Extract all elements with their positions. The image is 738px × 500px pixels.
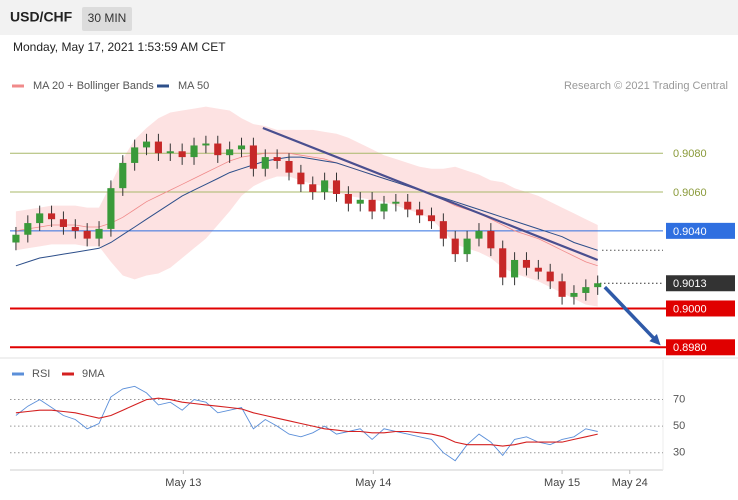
interval-badge[interactable]: [82, 7, 132, 31]
candle-body: [451, 238, 459, 255]
rsi-line: [15, 385, 598, 462]
candle-body: [297, 172, 305, 185]
candle-body: [261, 157, 269, 169]
legend-label: RSI: [32, 368, 50, 380]
candle-body: [439, 221, 447, 239]
level-label: 0.9080: [673, 148, 707, 160]
level-label-box: [666, 222, 735, 239]
y-tick-label: 30: [673, 447, 685, 459]
candle-body: [344, 193, 352, 204]
candle-body: [546, 271, 554, 282]
candle-body: [214, 143, 222, 156]
candle-body: [285, 160, 293, 173]
candle-body: [71, 226, 79, 231]
y-tick-label: 50: [673, 420, 685, 432]
candle-body: [24, 223, 32, 235]
candle-body: [107, 188, 115, 229]
ma-line: [15, 156, 598, 267]
level-label-box: [666, 300, 735, 317]
candle-body: [190, 145, 198, 158]
candle-body: [249, 145, 257, 169]
legend-label: MA 50: [178, 80, 209, 92]
candle-body: [463, 238, 471, 255]
x-tick-label: May 15: [544, 477, 580, 489]
candle-body: [12, 234, 20, 243]
candle-body: [83, 230, 91, 239]
candle-body: [47, 213, 56, 220]
legend-label: 9MA: [82, 368, 105, 380]
candle-body: [309, 184, 317, 193]
candle-body: [558, 281, 566, 297]
candle-body: [404, 201, 412, 210]
candle-body: [237, 145, 246, 150]
x-tick-label: May 24: [612, 477, 648, 489]
symbol: USD/CHF: [10, 9, 73, 25]
candle-body: [487, 230, 495, 249]
candle-body: [166, 151, 174, 154]
level-label: 0.9040: [673, 226, 707, 238]
candle-body: [475, 230, 483, 239]
level-label-box: [666, 275, 735, 292]
x-tick-label: May 14: [355, 477, 391, 489]
candle-body: [368, 199, 376, 212]
level-label: 0.9013: [673, 278, 707, 290]
legend-label: MA 20 + Bollinger Bands: [33, 80, 154, 92]
candle-body: [131, 147, 139, 163]
candle-body: [119, 162, 127, 189]
candle-body: [427, 215, 436, 222]
candle-body: [95, 228, 103, 239]
candle-body: [356, 199, 364, 204]
candle-body: [142, 141, 151, 148]
credit: Research © 2021 Trading Central: [564, 80, 728, 92]
level-label: 0.9000: [673, 303, 707, 315]
candle-body: [594, 283, 602, 288]
candle-body: [36, 213, 44, 224]
candle-body: [416, 209, 424, 216]
candle-body: [582, 287, 590, 293]
candle-body: [321, 180, 329, 193]
forecast-arrow: [603, 285, 657, 341]
trendline: [262, 126, 599, 261]
candle-body: [332, 180, 341, 194]
x-tick-label: May 13: [165, 477, 201, 489]
candle-body: [202, 143, 210, 146]
level-label: 0.8980: [673, 342, 707, 354]
candle-body: [522, 259, 531, 268]
candle-body: [178, 151, 186, 158]
candle-body: [499, 248, 507, 278]
y-tick-label: 70: [673, 393, 685, 405]
interval[interactable]: 30 MIN: [88, 11, 127, 25]
bollinger-band: [15, 106, 598, 307]
level-label: 0.9060: [673, 187, 707, 199]
timestamp: Monday, May 17, 2021 1:53:59 AM CET: [13, 40, 226, 54]
candle-body: [226, 149, 234, 156]
forecast-arrow-head: [649, 333, 661, 346]
candle-body: [392, 201, 400, 204]
candle-body: [273, 157, 281, 161]
candle-body: [154, 141, 162, 154]
candle-body: [59, 219, 67, 227]
candle-body: [380, 203, 388, 212]
candle-body: [534, 267, 542, 272]
candle-body: [511, 259, 519, 278]
candle-body: [570, 292, 578, 297]
rsi-line: [15, 397, 598, 447]
level-label-box: [666, 339, 735, 356]
